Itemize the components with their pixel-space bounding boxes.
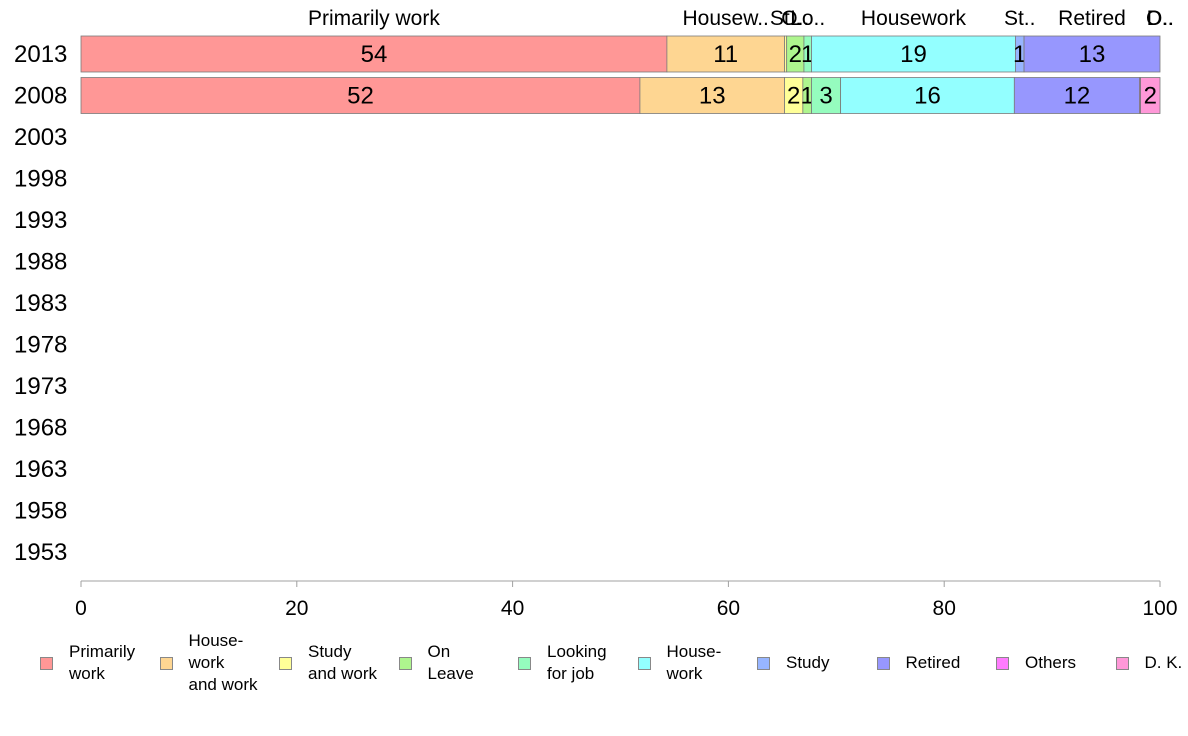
bar-2013-retired bbox=[1023, 35, 1161, 73]
series-top-label-d-k: D.. bbox=[1147, 7, 1174, 30]
y-tick-label-1993: 1993 bbox=[14, 207, 67, 234]
series-top-label-on-leave: O.. bbox=[781, 7, 809, 30]
y-tick-label-1998: 1998 bbox=[14, 166, 67, 193]
data-label-2008-looking-for-job: 3 bbox=[819, 83, 832, 110]
legend-label-primarily-work: Primarily work bbox=[69, 642, 136, 683]
legend-item-others: Others bbox=[996, 628, 1076, 698]
series-top-label-others: O.. bbox=[1146, 7, 1174, 30]
legend-item-primarily-work: Primarily work bbox=[40, 628, 135, 698]
data-label-2008-retired: 12 bbox=[1064, 83, 1091, 110]
legend-swatch-study bbox=[757, 656, 770, 670]
data-label-2008-d-k: 2 bbox=[1144, 83, 1157, 110]
bar-2008-primarily-work bbox=[80, 77, 641, 114]
bar-2013-primarily-work bbox=[80, 35, 668, 73]
y-tick-label-1973: 1973 bbox=[14, 373, 67, 400]
x-tick-label-40: 40 bbox=[501, 597, 524, 620]
legend-item-d-k: D. K. bbox=[1115, 628, 1183, 698]
bar-2008-house-work-and-work bbox=[639, 77, 785, 114]
legend-swatch-others bbox=[996, 656, 1009, 670]
bar-2008-retired bbox=[1013, 77, 1140, 114]
bar-2013-house-work bbox=[811, 35, 1016, 73]
series-top-label-primarily-work: Primarily work bbox=[308, 7, 440, 30]
legend-label-others: Others bbox=[1025, 653, 1077, 672]
series-top-label-house-work: Housework bbox=[861, 7, 967, 30]
y-tick-label-1963: 1963 bbox=[14, 456, 67, 483]
bar-2008-house-work bbox=[840, 77, 1015, 114]
y-tick-label-1988: 1988 bbox=[14, 249, 67, 276]
legend-swatch-study-and-work bbox=[279, 656, 292, 670]
data-label-2008-house-work-and-work: 13 bbox=[699, 83, 726, 110]
legend-label-d-k: D. K. bbox=[1144, 653, 1183, 672]
y-tick-label-1983: 1983 bbox=[14, 290, 67, 317]
y-tick-label-1968: 1968 bbox=[14, 415, 67, 442]
x-tick-label-100: 100 bbox=[1142, 597, 1177, 620]
data-label-2013-house-work: 19 bbox=[900, 41, 927, 68]
legend-label-retired: Retired bbox=[905, 653, 961, 672]
y-tick-label-1978: 1978 bbox=[14, 332, 67, 359]
x-axis: 0 20 40 60 80 100 bbox=[75, 580, 1178, 620]
series-top-label-looking-for-job: Lo.. bbox=[790, 7, 825, 30]
data-label-2008-primarily-work: 52 bbox=[347, 83, 374, 110]
legend-label-house-work-and-work: House- work and work bbox=[188, 631, 258, 694]
legend-label-study-and-work: Study and work bbox=[308, 642, 377, 683]
legend-item-house-work: House- work bbox=[637, 628, 722, 698]
legend-swatch-d-k bbox=[1115, 656, 1129, 670]
y-tick-label-1953: 1953 bbox=[14, 539, 67, 566]
series-top-label-house-work-and-work: Housew.. bbox=[683, 7, 769, 30]
series-top-labels: Primarily work Housew.. St..O..Lo.. Housewo… bbox=[308, 7, 1174, 30]
legend-item-house-work-and-work: House- work and work bbox=[159, 628, 258, 698]
legend: Primarily work House- work and work Study … bbox=[0, 628, 1188, 708]
data-label-2008-house-work: 16 bbox=[914, 83, 941, 110]
series-top-label-study: St.. bbox=[1004, 7, 1036, 30]
data-label-2008-study-and-work: 2 bbox=[787, 83, 800, 110]
data-label-2008-on-leave: 1 bbox=[800, 83, 813, 110]
legend-label-study: Study bbox=[786, 653, 830, 672]
legend-label-looking-for-job: Looking for job bbox=[547, 642, 607, 683]
bar-2013-house-work-and-work bbox=[666, 35, 785, 73]
legend-label-on-leave: On Leave bbox=[427, 642, 474, 683]
series-top-label-study-and-work: St.. bbox=[770, 7, 802, 30]
y-tick-label-1958: 1958 bbox=[14, 498, 67, 525]
x-tick-label-60: 60 bbox=[717, 597, 740, 620]
legend-swatch-retired bbox=[876, 656, 890, 670]
data-label-2013-retired: 13 bbox=[1079, 41, 1106, 68]
x-tick-label-20: 20 bbox=[285, 597, 308, 620]
legend-swatch-house-work-and-work bbox=[159, 656, 173, 670]
legend-item-on-leave: On Leave bbox=[398, 628, 474, 698]
x-tick-label-80: 80 bbox=[933, 597, 956, 620]
data-label-2013-study: 1 bbox=[1013, 41, 1026, 68]
y-tick-label-2008: 2008 bbox=[14, 83, 67, 110]
legend-item-looking-for-job: Looking for job bbox=[518, 628, 607, 698]
legend-item-study: Study bbox=[757, 628, 829, 698]
series-top-label-retired: Retired bbox=[1058, 7, 1126, 30]
y-tick-label-2013: 2013 bbox=[14, 41, 67, 68]
legend-swatch-on-leave bbox=[398, 656, 412, 670]
legend-swatch-looking-for-job bbox=[518, 656, 531, 670]
y-axis-labels: 2013 2008 2003 1998 1993 1988 1983 1978 1973 1968… bbox=[14, 41, 67, 566]
legend-item-retired: Retired bbox=[876, 628, 961, 698]
legend-item-study-and-work: Study and work bbox=[279, 628, 377, 698]
stacked-bar-chart: Primarily work Housew.. St..O..Lo.. Housewo… bbox=[14, 7, 1178, 620]
data-label-2013-looking-for-job: 1 bbox=[801, 41, 814, 68]
legend-label-house-work: House- work bbox=[666, 642, 722, 683]
data-label-2013-on-leave: 2 bbox=[789, 41, 802, 68]
legend-swatch-primarily-work bbox=[40, 656, 53, 670]
x-tick-label-0: 0 bbox=[75, 597, 87, 620]
y-tick-label-2003: 2003 bbox=[14, 124, 67, 151]
legend-swatch-house-work bbox=[637, 656, 651, 670]
data-label-2013-primarily-work: 54 bbox=[361, 41, 388, 68]
data-label-2013-house-work-and-work: 11 bbox=[713, 41, 738, 68]
bar-2008-d-k bbox=[1140, 77, 1161, 114]
